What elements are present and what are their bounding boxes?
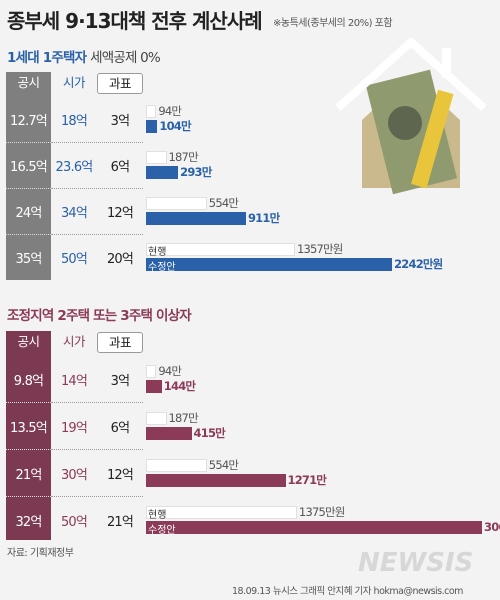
bar-current	[146, 458, 207, 472]
bar-current	[146, 505, 297, 519]
measuring-tape	[411, 89, 454, 189]
row-siga: 14억	[60, 373, 88, 389]
row-gongsi: 9.8억	[13, 373, 44, 389]
row-siga: 34억	[60, 206, 88, 221]
header-siga: 시가	[62, 75, 86, 90]
bar-proposed	[146, 258, 393, 271]
source-text: 자료: 기획재정부	[7, 548, 74, 559]
row-siga: 23.6억	[55, 160, 94, 175]
section-title-main: 1세대 1주택자	[7, 50, 87, 66]
bar-proposed	[146, 120, 158, 133]
bar-proposed	[146, 379, 162, 393]
row-siga: 50억	[60, 252, 88, 267]
bar-proposed	[146, 520, 482, 534]
row-gongsi: 12.7억	[10, 114, 48, 129]
section-title-main: 조정지역 2주택 또는 3주택 이상자	[7, 308, 192, 324]
tag-proposed: 수정안	[148, 524, 176, 536]
bar-proposed	[146, 212, 246, 225]
bar-proposed	[146, 426, 192, 440]
gongsi-column	[6, 72, 51, 280]
label-current: 554만	[208, 196, 239, 210]
label-current: 187만	[168, 150, 199, 164]
label-proposed: 2242만원	[394, 257, 443, 271]
header-gongsi: 공시	[17, 334, 40, 349]
banknote-portrait	[388, 106, 422, 140]
row-separator	[51, 402, 143, 403]
row-separator-dark	[6, 449, 51, 450]
bar-current	[146, 151, 167, 164]
row-separator	[51, 142, 143, 143]
row-separator	[51, 496, 143, 497]
row-gongsi: 35억	[15, 252, 42, 267]
row-gongsi: 21억	[15, 467, 42, 483]
row-gwapyo: 12억	[106, 206, 134, 221]
row-gongsi: 24억	[15, 206, 42, 221]
house-roof	[335, 38, 487, 111]
row-gongsi: 16.5억	[10, 160, 48, 175]
header-gwapyo: 과표	[97, 332, 143, 353]
label-proposed: 1271만	[287, 472, 327, 487]
label-proposed: 911만	[247, 211, 280, 225]
label-proposed: 293만	[180, 165, 212, 179]
bar-current	[146, 197, 207, 210]
row-separator-dark	[6, 496, 51, 497]
row-gwapyo: 3억	[110, 373, 130, 389]
label-proposed: 3061만	[484, 519, 500, 534]
header-gongsi: 공시	[17, 75, 40, 90]
label-current: 1357만원	[296, 242, 343, 256]
label-current: 1375만원	[298, 504, 345, 519]
row-separator-dark	[6, 188, 51, 189]
label-proposed: 144만	[163, 378, 196, 393]
page-title: 종부세 9·13대책 전후 계산사례	[7, 9, 263, 33]
section-title: 조정지역 2주택 또는 3주택 이상자	[7, 304, 192, 324]
header-gwapyo: 과표	[97, 73, 143, 94]
title-note: ※농특세(종부세의 20%) 포함	[273, 18, 393, 29]
tag-proposed: 수정안	[148, 262, 176, 273]
row-gwapyo: 21억	[106, 514, 134, 530]
row-separator-dark	[6, 402, 51, 403]
bar-proposed	[146, 166, 179, 179]
label-current: 94만	[158, 363, 182, 378]
label-proposed: 104만	[159, 119, 191, 133]
section-title: 1세대 1주택자 세액공제 0%	[7, 46, 161, 66]
label-proposed: 415만	[193, 425, 226, 440]
section-subtitle: 세액공제 0%	[90, 50, 161, 66]
row-gwapyo: 3억	[110, 114, 130, 129]
bar-current	[146, 411, 167, 425]
house-body	[362, 75, 460, 188]
bar-current	[146, 105, 157, 118]
row-siga: 50억	[60, 514, 88, 530]
banknote	[365, 69, 458, 195]
row-separator-dark	[6, 142, 51, 143]
row-separator	[51, 449, 143, 450]
row-siga: 30억	[60, 467, 88, 483]
header-siga: 시가	[62, 334, 86, 349]
label-current: 94만	[158, 104, 182, 118]
tag-current: 현행	[148, 247, 167, 258]
gongsi-column	[6, 331, 51, 540]
row-gongsi: 32억	[15, 514, 42, 530]
row-gwapyo: 20억	[106, 252, 134, 267]
row-separator	[51, 188, 143, 189]
row-gongsi: 13.5억	[10, 420, 48, 436]
row-gwapyo: 12억	[106, 467, 134, 483]
label-current: 554만	[208, 457, 239, 472]
tag-current: 현행	[148, 509, 167, 521]
row-gwapyo: 6억	[110, 160, 130, 175]
credit-text: 18.09.13 뉴시스 그래픽 안지혜 기자 hokma@newsis.com	[232, 586, 463, 597]
row-gwapyo: 6억	[110, 420, 130, 436]
bar-proposed	[146, 473, 286, 487]
row-siga: 19억	[60, 420, 88, 436]
watermark: NEWSIS	[358, 548, 474, 578]
row-separator	[51, 234, 143, 235]
label-current: 187만	[168, 410, 199, 425]
row-separator-dark	[6, 234, 51, 235]
bar-current	[146, 364, 157, 378]
house-chimney	[442, 48, 451, 78]
bar-current	[146, 243, 295, 256]
row-siga: 18억	[60, 114, 88, 129]
